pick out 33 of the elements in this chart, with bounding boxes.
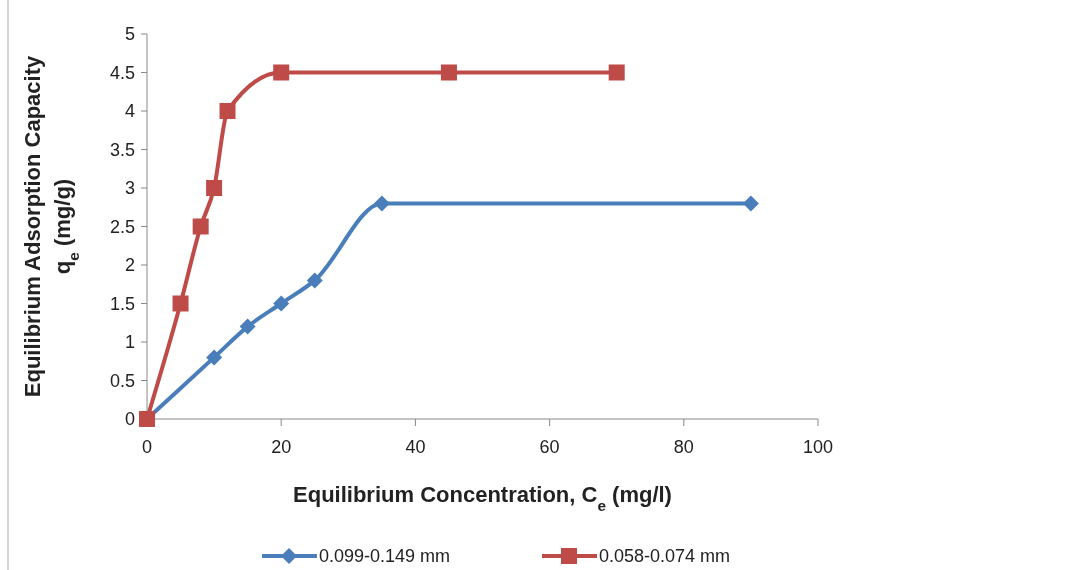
legend-label: 0.058-0.074 mm	[599, 546, 731, 567]
y-tick-label: 5	[124, 24, 135, 45]
point	[206, 180, 223, 196]
point	[273, 295, 290, 312]
point	[172, 295, 189, 312]
y-tick-label: 0.5	[109, 370, 135, 391]
y-tick-label: 3.5	[109, 139, 135, 160]
point	[306, 272, 323, 289]
point	[192, 218, 209, 235]
y-tick-label: 1.5	[109, 293, 135, 314]
point	[239, 318, 256, 335]
y-tick-label: 3	[124, 178, 135, 199]
point	[273, 64, 290, 81]
y-tick-label: 1	[124, 332, 135, 353]
x-axis-title: Equilibrium Concentration, C$_{e}$ (mg/l)	[293, 482, 672, 514]
x-tick-label: 20	[271, 437, 292, 458]
point	[219, 103, 236, 119]
point	[440, 64, 457, 81]
x-tick-label: 40	[405, 437, 426, 458]
y-tick-label: 2	[124, 255, 135, 276]
point	[742, 195, 759, 212]
y-tick-label: 4	[124, 101, 135, 122]
legend-label: 0.099-0.149 mm	[319, 546, 451, 567]
x-tick-label: 80	[673, 437, 694, 458]
y-tick-label: 0	[124, 409, 135, 430]
y-tick-label: 2.5	[109, 216, 135, 237]
x-tick-label: 0	[141, 437, 153, 458]
point	[373, 195, 390, 212]
x-tick-label: 60	[539, 437, 560, 458]
x-tick-label: 100	[802, 437, 834, 458]
point	[206, 349, 223, 366]
y-tick-label: 4.5	[109, 62, 135, 83]
point	[608, 64, 625, 81]
